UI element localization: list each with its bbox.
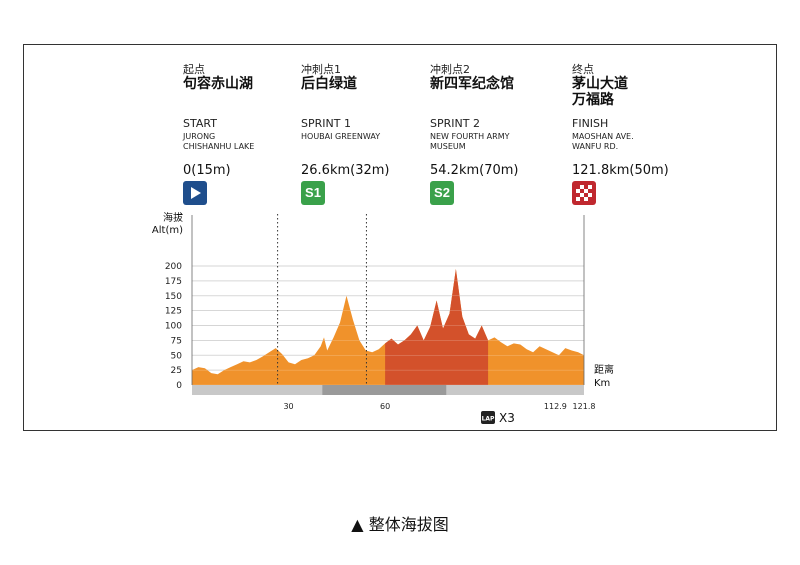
checkpoint-distance: 26.6km(32m) <box>301 163 390 178</box>
elevation-chart: 0 25 50 75 100 125 150 175 200 30 60 112.9 121.8 海拔Al… <box>152 211 614 425</box>
checkpoint-name: 后白绿道 <box>301 76 357 92</box>
y-tick-label: 0 <box>176 381 182 391</box>
x-tick-label: 60 <box>380 402 390 411</box>
checkpoint-en-name: NEW FOURTH ARMY MUSEUM <box>430 132 510 151</box>
elevation-profile-frame <box>23 44 777 431</box>
lap-icon-label: LAP <box>482 416 495 423</box>
checkpoint-sprint-2: 冲刺点2 新四军纪念馆 SPRINT 2 NEW FOURTH ARMY MUS… <box>430 63 560 205</box>
checkpoint-name: 句容赤山湖 <box>183 76 253 92</box>
checkpoint-label: 起点 <box>183 63 205 76</box>
y-tick-label: 50 <box>171 351 183 361</box>
y-tick-label: 150 <box>165 292 182 302</box>
checkpoint-en-name: JURONG CHISHANHU LAKE <box>183 132 255 151</box>
checkpoint-label: 终点 <box>572 63 594 76</box>
checkpoint-start: 起点 句容赤山湖 START JURONG CHISHANHU LAKE 0(1… <box>183 63 313 205</box>
x-axis-unit: Km <box>594 378 610 389</box>
x-tick-label: 121.8 <box>573 402 596 411</box>
lap-icon <box>481 411 495 424</box>
sprint-1-badge: S1 <box>301 181 325 205</box>
play-icon <box>183 181 207 205</box>
y-tick-label: 100 <box>165 322 182 332</box>
y-tick-label: 25 <box>171 366 182 376</box>
y-tick-label: 75 <box>171 336 182 346</box>
checkpoint-en-name: HOUBAI GREENWAY <box>301 132 381 141</box>
checkpoint-finish: 终点 茅山大道 万福路 FINISH MAOSHAN AVE. WANFU RD… <box>572 63 702 205</box>
checkpoint-sprint-1: 冲刺点1 后白绿道 SPRINT 1 HOUBAI GREENWAY 26.6k… <box>301 63 431 205</box>
y-tick-label: 175 <box>165 277 182 287</box>
x-tick-label: 112.9 <box>544 402 567 411</box>
y-axis-unit: Alt(m) <box>152 225 183 236</box>
sprint-2-badge: S2 <box>430 181 454 205</box>
checkpoint-distance: 121.8km(50m) <box>572 163 669 178</box>
checkpoint-en-heading: START <box>183 117 217 130</box>
checkpoint-label: 冲刺点1 <box>301 63 341 76</box>
chart-caption: ▲ 整体海拔图 <box>351 515 449 534</box>
y-tick-label: 200 <box>165 262 182 272</box>
distance-bar-highlight <box>322 385 447 395</box>
checkpoint-en-name: MAOSHAN AVE. WANFU RD. <box>572 132 634 151</box>
lap-count-label: X3 <box>499 411 515 425</box>
checkpoint-distance: 54.2km(70m) <box>430 163 519 178</box>
checkpoint-label: 冲刺点2 <box>430 63 470 76</box>
checkpoint-distance: 0(15m) <box>183 163 231 178</box>
checkpoint-name: 新四军纪念馆 <box>430 76 514 92</box>
checkpoint-en-heading: SPRINT 2 <box>430 117 480 130</box>
lap-zone-area <box>385 269 489 385</box>
checkpoint-en-heading: FINISH <box>572 117 609 130</box>
checkpoint-en-heading: SPRINT 1 <box>301 117 351 130</box>
x-tick-label: 30 <box>283 402 293 411</box>
y-tick-label: 125 <box>165 307 182 317</box>
y-axis-label: 海拔 <box>163 211 183 224</box>
checkpoint-name: 茅山大道 万福路 <box>572 76 628 108</box>
checkered-flag-icon <box>572 181 596 205</box>
x-axis-label: 距离 <box>594 363 614 376</box>
